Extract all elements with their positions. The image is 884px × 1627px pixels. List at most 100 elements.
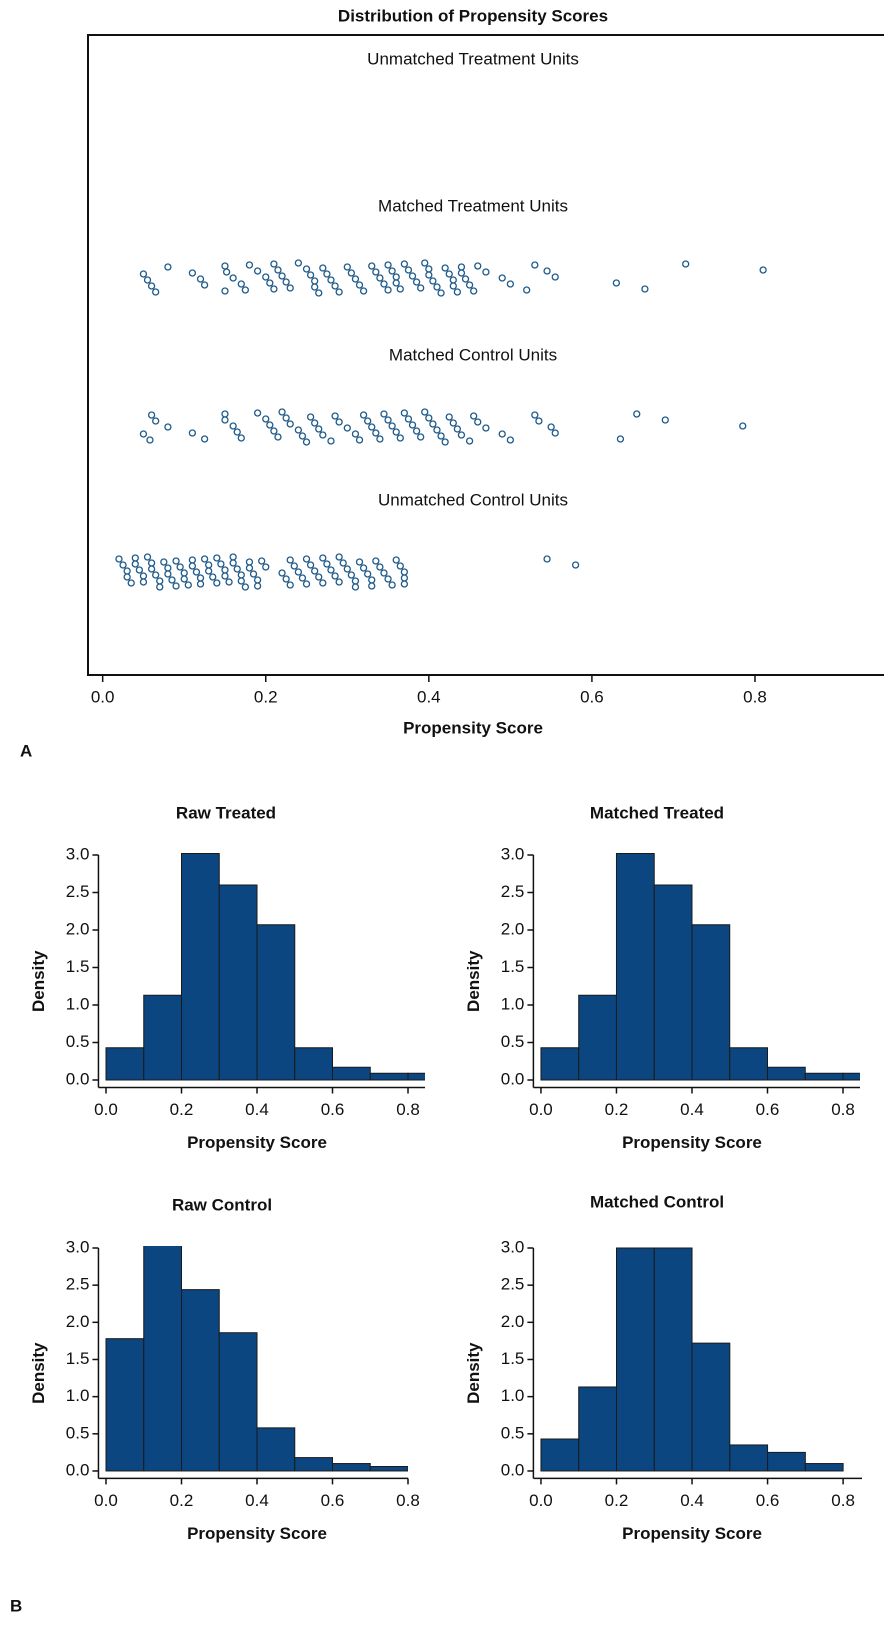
point xyxy=(221,416,229,424)
point xyxy=(262,273,270,281)
point xyxy=(278,272,286,280)
point xyxy=(188,429,197,437)
point xyxy=(258,557,266,565)
point xyxy=(278,569,286,577)
point xyxy=(343,263,351,271)
y-tick-label: 0.5 xyxy=(66,1423,90,1442)
point xyxy=(359,287,368,295)
point xyxy=(739,422,747,430)
point xyxy=(380,410,388,418)
bar xyxy=(181,1289,220,1472)
point xyxy=(347,269,356,277)
point xyxy=(229,274,237,282)
x-tick-label: 0.6 xyxy=(321,1100,345,1119)
point xyxy=(266,421,274,429)
x-tick-label: 0.4 xyxy=(245,1491,269,1510)
y-axis-label: Density xyxy=(464,950,483,1012)
point xyxy=(319,554,327,562)
point xyxy=(143,553,152,561)
point xyxy=(200,435,209,443)
point xyxy=(633,410,641,418)
y-tick-label: 1.0 xyxy=(66,994,90,1013)
bar xyxy=(653,1247,693,1472)
point xyxy=(441,438,449,446)
point xyxy=(152,571,160,579)
point xyxy=(205,561,213,569)
y-tick-label: 3.0 xyxy=(501,1237,525,1256)
bar xyxy=(653,884,693,1081)
point xyxy=(376,563,384,571)
point xyxy=(319,264,327,272)
y-tick-label: 1.5 xyxy=(66,1349,90,1368)
point xyxy=(641,285,649,293)
point xyxy=(498,274,506,282)
point xyxy=(384,261,392,269)
y-tick-label: 0.5 xyxy=(66,1032,90,1051)
bar xyxy=(578,1386,617,1472)
bar xyxy=(332,1463,371,1472)
x-tick-label: 0.4 xyxy=(680,1491,704,1510)
x-tick-label: 0.0 xyxy=(529,1491,553,1510)
bar xyxy=(105,1338,145,1472)
point xyxy=(311,567,319,575)
point xyxy=(392,273,400,281)
chart-title: Matched Treated xyxy=(590,803,724,822)
point xyxy=(302,438,311,446)
point xyxy=(396,434,404,442)
point xyxy=(262,415,270,423)
point xyxy=(286,420,294,428)
point xyxy=(425,271,433,279)
point xyxy=(156,583,164,591)
y-tick-label: 1.0 xyxy=(501,1386,525,1405)
y-tick-label: 3.0 xyxy=(66,844,90,863)
point xyxy=(388,581,396,589)
point xyxy=(482,268,490,276)
point xyxy=(433,426,441,434)
y-tick-label: 0.5 xyxy=(501,1423,525,1442)
y-axis-label: Density xyxy=(29,950,48,1012)
point xyxy=(311,277,319,285)
point xyxy=(229,559,237,567)
point xyxy=(294,259,303,267)
point xyxy=(465,437,474,445)
bar xyxy=(804,1463,844,1472)
x-tick-label: 0.0 xyxy=(91,687,115,706)
point xyxy=(400,580,409,588)
x-tick-label: 0.2 xyxy=(254,687,278,706)
y-axis-label: Density xyxy=(464,1342,483,1404)
bars xyxy=(105,1246,408,1472)
point xyxy=(286,581,294,589)
point xyxy=(200,281,209,289)
x-tick-label: 0.0 xyxy=(94,1100,118,1119)
bar xyxy=(218,1332,258,1472)
point xyxy=(327,566,335,574)
bar xyxy=(332,1066,371,1081)
point xyxy=(355,281,364,289)
point xyxy=(139,270,148,278)
x-tick-label: 0.4 xyxy=(245,1100,269,1119)
point xyxy=(127,579,135,587)
point xyxy=(319,579,327,587)
point xyxy=(221,572,229,580)
point xyxy=(355,558,364,566)
bar xyxy=(729,1047,768,1081)
point xyxy=(237,571,245,579)
point xyxy=(384,286,392,294)
point xyxy=(339,559,347,567)
point xyxy=(429,420,437,428)
point xyxy=(498,430,506,438)
point xyxy=(180,575,188,583)
point xyxy=(225,578,233,586)
point xyxy=(400,568,409,576)
point xyxy=(229,553,237,561)
point xyxy=(425,414,433,422)
point xyxy=(135,566,144,574)
point xyxy=(327,437,335,445)
point xyxy=(188,562,197,570)
point xyxy=(351,430,360,438)
x-axis-label: Propensity Score xyxy=(403,718,543,737)
point xyxy=(421,408,429,416)
x-tick-label: 0.0 xyxy=(529,1100,553,1119)
point xyxy=(449,276,457,284)
bar xyxy=(804,1072,844,1081)
